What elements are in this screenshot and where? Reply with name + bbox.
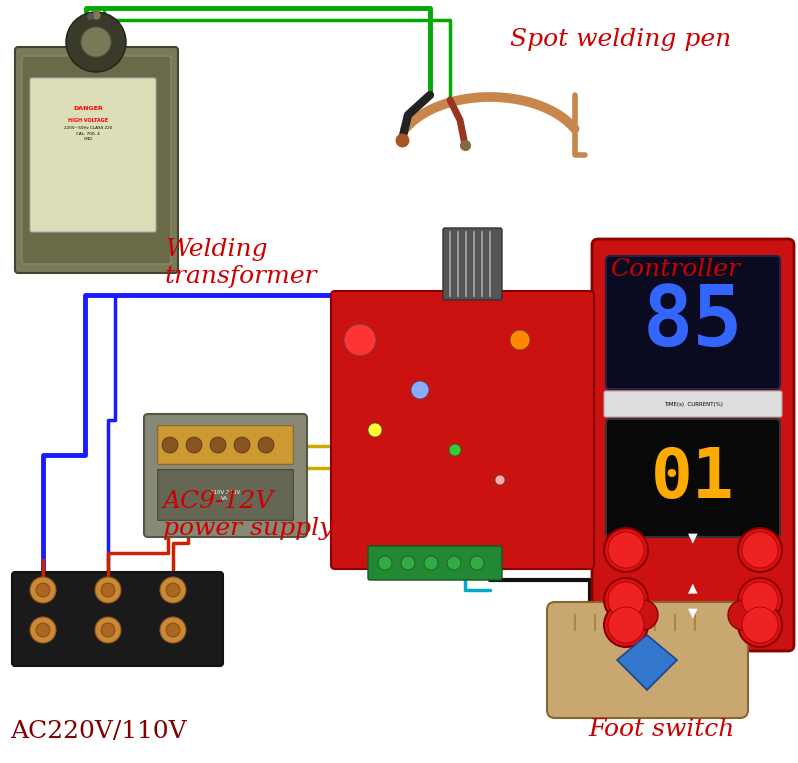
Circle shape [160, 577, 186, 603]
Circle shape [447, 556, 461, 570]
Circle shape [186, 437, 202, 453]
Circle shape [604, 603, 648, 647]
Circle shape [742, 532, 778, 568]
Circle shape [608, 607, 644, 643]
FancyBboxPatch shape [592, 239, 794, 651]
Circle shape [166, 583, 180, 597]
Circle shape [210, 437, 226, 453]
Circle shape [604, 578, 648, 622]
FancyBboxPatch shape [604, 391, 782, 417]
Circle shape [160, 617, 186, 643]
Circle shape [378, 556, 392, 570]
Text: DANGER: DANGER [73, 106, 103, 111]
Circle shape [36, 623, 50, 637]
Circle shape [30, 577, 56, 603]
Circle shape [368, 423, 382, 437]
Circle shape [411, 381, 429, 399]
Circle shape [470, 556, 484, 570]
Circle shape [101, 623, 115, 637]
Circle shape [738, 578, 782, 622]
Circle shape [81, 27, 111, 57]
FancyBboxPatch shape [15, 47, 178, 273]
Text: Controller: Controller [610, 258, 740, 281]
Circle shape [628, 600, 658, 630]
Circle shape [30, 617, 56, 643]
FancyBboxPatch shape [547, 602, 748, 718]
Circle shape [742, 607, 778, 643]
Circle shape [95, 577, 121, 603]
FancyBboxPatch shape [12, 572, 223, 666]
Text: Foot switch: Foot switch [588, 718, 734, 741]
Circle shape [608, 582, 644, 618]
Circle shape [738, 528, 782, 572]
Circle shape [449, 444, 461, 456]
FancyBboxPatch shape [368, 546, 502, 580]
Circle shape [495, 475, 505, 485]
Circle shape [36, 583, 50, 597]
FancyBboxPatch shape [158, 470, 294, 520]
Circle shape [258, 437, 274, 453]
FancyBboxPatch shape [22, 56, 171, 264]
Text: ▼: ▼ [688, 607, 697, 620]
Text: AC9-12V
power supply: AC9-12V power supply [163, 490, 334, 539]
Text: TIME(s)  CURRENT(%): TIME(s) CURRENT(%) [664, 401, 722, 407]
Circle shape [424, 556, 438, 570]
Polygon shape [617, 635, 677, 690]
Text: Welding
transformer: Welding transformer [165, 238, 318, 288]
Text: AC220V/110V: AC220V/110V [10, 720, 187, 743]
Text: HIGH VOLTAGE: HIGH VOLTAGE [68, 118, 108, 123]
FancyBboxPatch shape [331, 291, 594, 569]
Text: 210V 240V
VA: 210V 240V VA [210, 490, 240, 501]
FancyBboxPatch shape [606, 419, 780, 537]
Circle shape [604, 528, 648, 572]
Text: 01: 01 [651, 445, 735, 511]
FancyBboxPatch shape [158, 426, 294, 465]
FancyBboxPatch shape [144, 414, 307, 537]
Circle shape [742, 582, 778, 618]
Text: 85: 85 [642, 282, 743, 363]
FancyBboxPatch shape [443, 228, 502, 300]
Text: ▼: ▼ [688, 532, 697, 545]
Circle shape [728, 600, 758, 630]
FancyBboxPatch shape [606, 256, 780, 389]
Text: ▲: ▲ [688, 581, 697, 594]
Circle shape [101, 583, 115, 597]
Text: 220V~50Hz CLASS 220
CAL: 700- 4
GND: 220V~50Hz CLASS 220 CAL: 700- 4 GND [64, 126, 113, 141]
Circle shape [344, 324, 376, 356]
Circle shape [738, 603, 782, 647]
Text: Spot welding pen: Spot welding pen [510, 28, 731, 51]
Circle shape [166, 623, 180, 637]
Circle shape [234, 437, 250, 453]
Circle shape [66, 12, 126, 72]
Circle shape [162, 437, 178, 453]
Circle shape [401, 556, 415, 570]
Circle shape [608, 532, 644, 568]
Circle shape [510, 330, 530, 350]
Circle shape [95, 617, 121, 643]
FancyBboxPatch shape [30, 78, 156, 232]
